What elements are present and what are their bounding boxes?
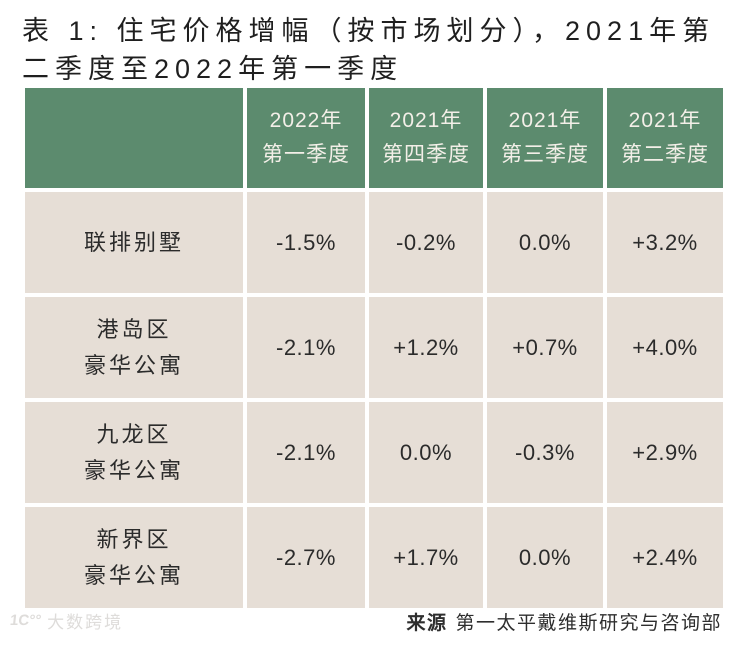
watermark: 1C°° 大数跨境 (9, 608, 124, 633)
source-note: 来源 第一太平戴维斯研究与咨询部 (406, 608, 722, 635)
table-cell: +0.7% (487, 297, 603, 398)
table-cell: +1.7% (369, 507, 483, 608)
table-cell: -2.7% (247, 507, 365, 608)
row-label-kowloon-luxury: 九龙区 豪华公寓 (25, 402, 243, 503)
column-header-2022-q1: 2022年 第一季度 (247, 88, 365, 188)
table-cell: +2.4% (607, 507, 723, 608)
column-header-2021-q2: 2021年 第二季度 (607, 88, 723, 188)
watermark-text: 大数跨境 (47, 613, 124, 632)
column-header-2021-q3: 2021年 第三季度 (487, 88, 603, 188)
table-cell: 0.0% (487, 507, 603, 608)
table-cell: +2.9% (607, 402, 723, 503)
source-text: 第一太平戴维斯研究与咨询部 (455, 613, 722, 634)
table-cell: -0.2% (369, 192, 483, 293)
table-cell: -0.3% (487, 402, 603, 503)
table-cell: -2.1% (247, 402, 365, 503)
table-cell: +4.0% (607, 297, 723, 398)
source-label: 来源 (406, 613, 448, 634)
column-header-2021-q4: 2021年 第四季度 (369, 88, 483, 188)
table-cell: +1.2% (369, 297, 483, 398)
watermark-logo-icon: 1C°° (9, 612, 43, 629)
table-title: 表 1: 住宅价格增幅（按市场划分），2021年第二季度至2022年第一季度 (22, 16, 716, 84)
header-corner-cell (25, 88, 243, 188)
table-cell: 0.0% (369, 402, 483, 503)
row-label-townhouses: 联排别墅 (25, 192, 243, 293)
table-cell: -2.1% (247, 297, 365, 398)
table-cell: +3.2% (607, 192, 723, 293)
price-growth-table: 2022年 第一季度 2021年 第四季度 2021年 第三季度 2021年 第… (25, 88, 723, 608)
row-label-hk-island-luxury: 港岛区 豪华公寓 (25, 297, 243, 398)
table-cell: 0.0% (487, 192, 603, 293)
row-label-new-territories-luxury: 新界区 豪华公寓 (25, 507, 243, 608)
table-cell: -1.5% (247, 192, 365, 293)
